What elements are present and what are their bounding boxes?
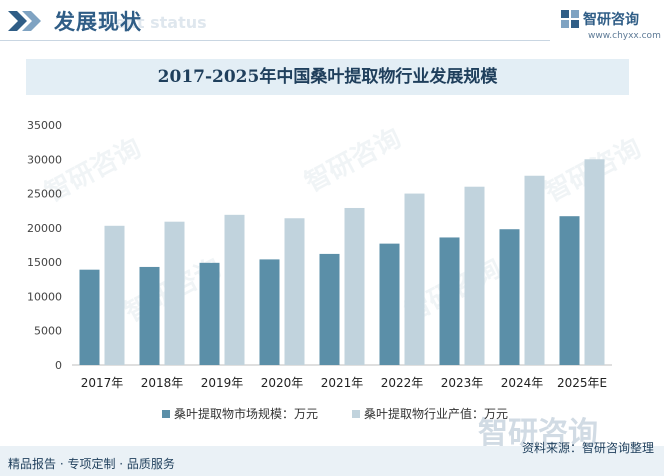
header-title: 发展现状: [54, 10, 142, 34]
bar-market-size: [559, 216, 580, 365]
y-tick-label: 25000: [27, 188, 62, 201]
legend-swatch-output: [352, 409, 361, 418]
bar-market-size: [259, 259, 280, 365]
footer-slogan: 精品报告 · 专项定制 · 品质服务: [8, 457, 175, 471]
bar-output-value: [224, 214, 245, 365]
bar-chart: 0 5000 10000 15000 20000 25000 30000 35000 2017年…: [27, 119, 612, 390]
x-category-label: 2023年: [441, 376, 484, 390]
x-category-label: 2025年E: [557, 376, 607, 390]
footer-source: 资料来源：智研咨询整理: [521, 441, 654, 455]
y-tick-label: 5000: [34, 325, 62, 338]
bar-output-value: [284, 218, 305, 365]
y-tick-label: 0: [55, 359, 62, 372]
bar-market-size: [199, 262, 220, 365]
bar-output-value: [584, 159, 605, 365]
legend-label-output: 桑叶提取物行业产值：万元: [364, 407, 509, 421]
bar-output-value: [464, 186, 485, 365]
y-tick-label: 15000: [27, 256, 62, 269]
y-tick-label: 10000: [27, 290, 62, 303]
y-tick-label: 35000: [27, 119, 62, 132]
chart-legend: 桑叶提取物市场规模：万元 桑叶提取物行业产值：万元: [162, 405, 508, 422]
brand-name: 智研咨询: [583, 12, 639, 28]
x-category-label: 2019年: [201, 376, 244, 390]
bar-output-value: [164, 221, 185, 365]
x-category-label: 2021年: [321, 376, 364, 390]
bar-market-size: [139, 266, 160, 365]
brand-logo-icon: [561, 10, 579, 28]
legend-item-market: 桑叶提取物市场规模：万元: [162, 405, 318, 422]
double-chevron-icon: [8, 11, 41, 31]
bar-market-size: [439, 237, 460, 365]
legend-swatch-market: [162, 409, 170, 418]
bar-output-value: [104, 225, 125, 365]
bar-output-value: [404, 193, 425, 365]
bar-market-size: [499, 229, 520, 365]
footer-watermark: 智研咨询: [478, 416, 598, 451]
header-subtitle: ment status: [98, 13, 207, 32]
footer-bar: [0, 446, 664, 476]
brand-url: www.chyxx.com: [588, 31, 661, 41]
legend-item-output: 桑叶提取物行业产值：万元: [352, 405, 508, 422]
y-tick-label: 20000: [27, 222, 62, 235]
y-tick-label: 30000: [27, 153, 62, 166]
legend-label-market: 桑叶提取物市场规模：万元: [174, 407, 319, 421]
x-category-label: 2022年: [381, 376, 424, 390]
bar-output-value: [344, 207, 365, 365]
header-divider: [0, 40, 550, 41]
bar-market-size: [319, 253, 340, 365]
section-header: ment status 发展现状: [0, 0, 664, 44]
chart-title: 2017-2025年中国桑叶提取物行业发展规模: [26, 59, 629, 95]
x-category-label: 2018年: [141, 376, 184, 390]
x-category-label: 2024年: [501, 376, 544, 390]
bar-market-size: [379, 243, 400, 365]
bar-output-value: [524, 175, 545, 365]
bar-market-size: [79, 269, 100, 365]
x-category-label: 2017年: [81, 376, 124, 390]
x-category-label: 2020年: [261, 376, 304, 390]
